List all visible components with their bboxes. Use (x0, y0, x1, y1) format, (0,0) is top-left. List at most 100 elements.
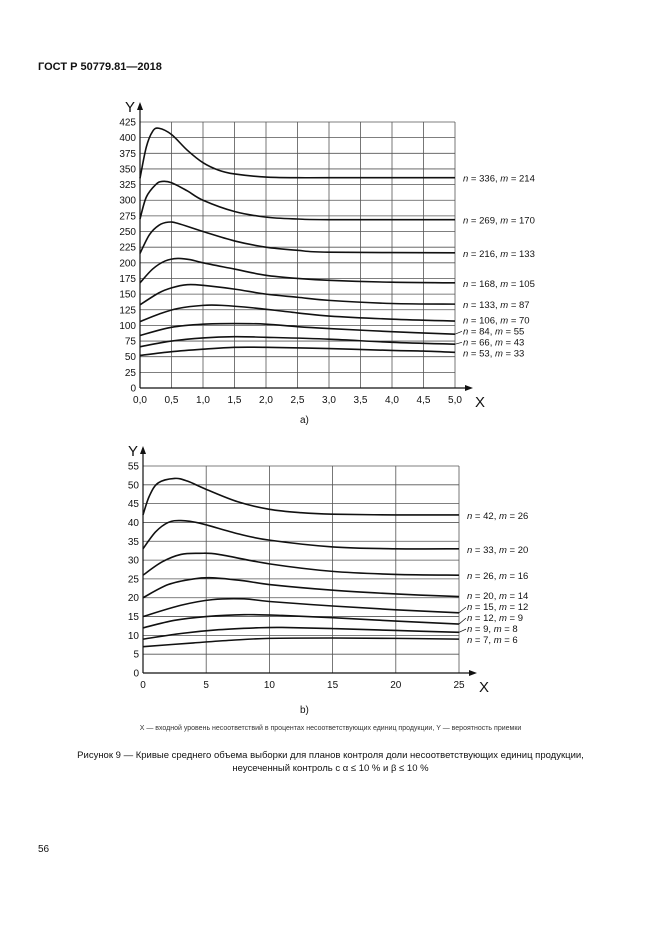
series-line (142, 626, 460, 640)
x-axis-arrow-icon (465, 385, 473, 391)
x-tick-label: 5,0 (448, 395, 462, 406)
y-axis-label: Y (125, 99, 135, 116)
x-tick-label: 0 (140, 680, 146, 691)
series-line (142, 613, 460, 629)
y-tick-label: 20 (128, 593, 140, 604)
y-tick-label: 0 (133, 669, 139, 680)
y-tick-label: 40 (128, 518, 140, 529)
x-tick-label: 5 (203, 680, 209, 691)
series-line (142, 637, 460, 648)
series-label: n = 53, m = 33 (463, 348, 524, 359)
x-axis-label: X (479, 679, 489, 696)
y-tick-label: 350 (119, 164, 136, 175)
x-tick-label: 4,5 (417, 395, 431, 406)
series-line (139, 322, 456, 337)
figure-caption-line2: неусеченный контроль с α ≤ 10 % и β ≤ 10… (232, 763, 429, 774)
series-label: n = 42, m = 26 (467, 511, 528, 522)
y-tick-label: 10 (128, 631, 140, 642)
document-header: ГОСТ Р 50779.81—2018 (38, 61, 162, 73)
label-leader-line (454, 331, 463, 335)
series-label: n = 15, m = 12 (467, 602, 528, 613)
x-tick-label: 4,0 (385, 395, 399, 406)
series-label: n = 20, m = 14 (467, 591, 528, 602)
y-axis-label: Y (128, 443, 138, 460)
y-tick-label: 25 (128, 574, 140, 585)
x-axis-arrow-icon (469, 670, 477, 676)
series-label: n = 7, m = 6 (467, 635, 518, 646)
x-tick-label: 10 (264, 680, 276, 691)
y-tick-label: 175 (119, 274, 136, 285)
series-label: n = 84, m = 55 (463, 326, 524, 337)
series-label: n = 9, m = 8 (467, 624, 518, 635)
y-tick-label: 75 (125, 337, 137, 348)
y-tick-label: 300 (119, 196, 136, 207)
y-tick-label: 50 (125, 352, 137, 363)
panel-label-b: b) (300, 705, 309, 716)
x-tick-label: 0,0 (133, 395, 147, 406)
x-tick-label: 25 (453, 680, 465, 691)
x-tick-label: 2,5 (291, 395, 305, 406)
y-tick-label: 275 (119, 211, 136, 222)
y-tick-label: 35 (128, 537, 140, 548)
series-line (142, 597, 460, 618)
y-tick-label: 325 (119, 180, 136, 191)
x-tick-label: 0,5 (165, 395, 179, 406)
x-tick-label: 3,0 (322, 395, 336, 406)
x-tick-label: 20 (390, 680, 402, 691)
x-tick-label: 3,5 (354, 395, 368, 406)
series-line (142, 552, 460, 576)
series-label: n = 216, m = 133 (463, 249, 535, 260)
series-label: n = 33, m = 20 (467, 545, 528, 556)
page-number: 56 (38, 844, 50, 855)
series-label: n = 12, m = 9 (467, 613, 523, 624)
series-line (142, 576, 460, 599)
y-tick-label: 400 (119, 133, 136, 144)
y-tick-label: 30 (128, 556, 140, 567)
y-tick-label: 50 (128, 480, 140, 491)
y-axis-arrow-icon (140, 446, 146, 454)
label-leader-line (458, 628, 467, 633)
y-axis-arrow-icon (137, 102, 143, 110)
series-label: n = 168, m = 105 (463, 279, 535, 290)
label-leader-line (458, 617, 467, 625)
series-line (139, 221, 456, 254)
series-line (139, 346, 456, 357)
figure-caption-line1: Рисунок 9 — Кривые среднего объема выбор… (77, 750, 584, 761)
x-tick-label: 15 (327, 680, 339, 691)
y-tick-label: 225 (119, 243, 136, 254)
y-tick-label: 425 (119, 118, 136, 129)
chart-a: 0 25 50 75 100 125 150 175 200 225 250 275 300 325 350… (119, 99, 535, 411)
y-tick-label: 250 (119, 227, 136, 238)
label-leader-line (454, 341, 463, 345)
series-line (142, 477, 460, 516)
label-leader-line (458, 606, 467, 614)
x-tick-label: 2,0 (259, 395, 273, 406)
series-label: n = 26, m = 16 (467, 571, 528, 582)
series-line (139, 180, 456, 221)
series-label: n = 336, m = 214 (463, 174, 535, 185)
y-tick-label: 150 (119, 290, 136, 301)
y-tick-label: 45 (128, 499, 140, 510)
y-tick-label: 25 (125, 368, 137, 379)
series-line (142, 519, 460, 550)
y-tick-label: 200 (119, 258, 136, 269)
x-axis-label: X (475, 394, 485, 411)
figure-caption: Рисунок 9 — Кривые среднего объема выбор… (30, 749, 631, 775)
y-tick-label: 5 (133, 650, 139, 661)
y-tick-label: 125 (119, 305, 136, 316)
series-line (139, 335, 456, 348)
series-line (139, 257, 456, 284)
panel-label-a: a) (300, 415, 309, 426)
y-tick-label: 55 (128, 462, 140, 473)
series-line (139, 304, 456, 323)
series-line (139, 283, 456, 306)
series-label: n = 269, m = 170 (463, 216, 535, 227)
y-tick-label: 15 (128, 612, 140, 623)
x-tick-label: 1,5 (228, 395, 242, 406)
y-tick-label: 375 (119, 149, 136, 160)
x-tick-label: 1,0 (196, 395, 210, 406)
axes-note: X — входной уровень несоответствий в про… (139, 725, 522, 732)
series-label: n = 106, m = 70 (463, 315, 530, 326)
y-tick-label: 0 (130, 384, 136, 395)
